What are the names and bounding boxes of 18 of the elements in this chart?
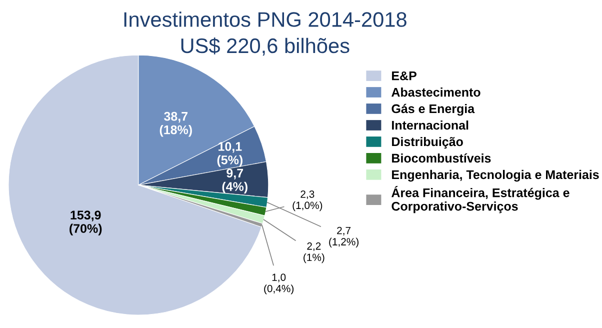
data-label: 2,3 (1,0%) (292, 190, 322, 212)
data-label: 153,9 (70%) (70, 210, 102, 236)
legend-label: E&P (392, 71, 416, 80)
data-label: 2,2 (1%) (304, 242, 324, 264)
data-label: 10,1 (5%) (217, 142, 242, 167)
legend-label: Distribuição (392, 136, 463, 149)
data-label: 38,7 (18%) (160, 112, 192, 137)
data-label: 1,0 (0,4%) (264, 274, 294, 294)
legend-label: Biocombustíveis (392, 153, 491, 163)
legend-label: Internacional (392, 120, 468, 130)
legend-label: Gás e Energia (392, 104, 475, 116)
data-label: 2,7 (1,2%) (329, 226, 358, 248)
legend-label: Engenharia, Tecnologia e Materiais (392, 170, 599, 182)
data-label: 9,7 (4%) (222, 168, 248, 194)
chart-subtitle: US$ 220,6 bilhões (181, 38, 350, 56)
legend-label: Área Financeira, Estratégica e Corporativo-Serviços (392, 186, 570, 214)
chart-title: Investimentos PNG 2014-2018 (124, 12, 406, 27)
legend-label: Abastecimento (392, 88, 480, 97)
